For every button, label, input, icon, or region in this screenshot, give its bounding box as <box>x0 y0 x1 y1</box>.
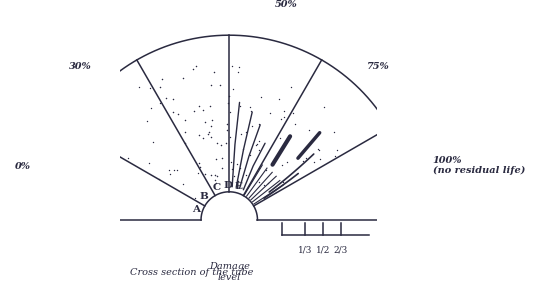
Text: E: E <box>235 182 243 191</box>
Text: 30%: 30% <box>69 62 92 71</box>
Text: Cross section of the tube: Cross section of the tube <box>130 267 254 276</box>
Text: 0%: 0% <box>15 162 31 171</box>
Text: 1/2: 1/2 <box>316 246 330 255</box>
Text: C: C <box>212 183 220 192</box>
Text: B: B <box>199 192 208 201</box>
Text: 1/3: 1/3 <box>298 246 312 255</box>
Text: 100%
(no residual life): 100% (no residual life) <box>433 156 525 175</box>
Text: A: A <box>192 205 201 214</box>
Text: 75%: 75% <box>367 62 390 71</box>
Text: D: D <box>224 181 233 190</box>
Text: 50%: 50% <box>274 0 297 9</box>
Text: Damage
level: Damage level <box>209 262 250 282</box>
Text: 2/3: 2/3 <box>334 246 348 255</box>
